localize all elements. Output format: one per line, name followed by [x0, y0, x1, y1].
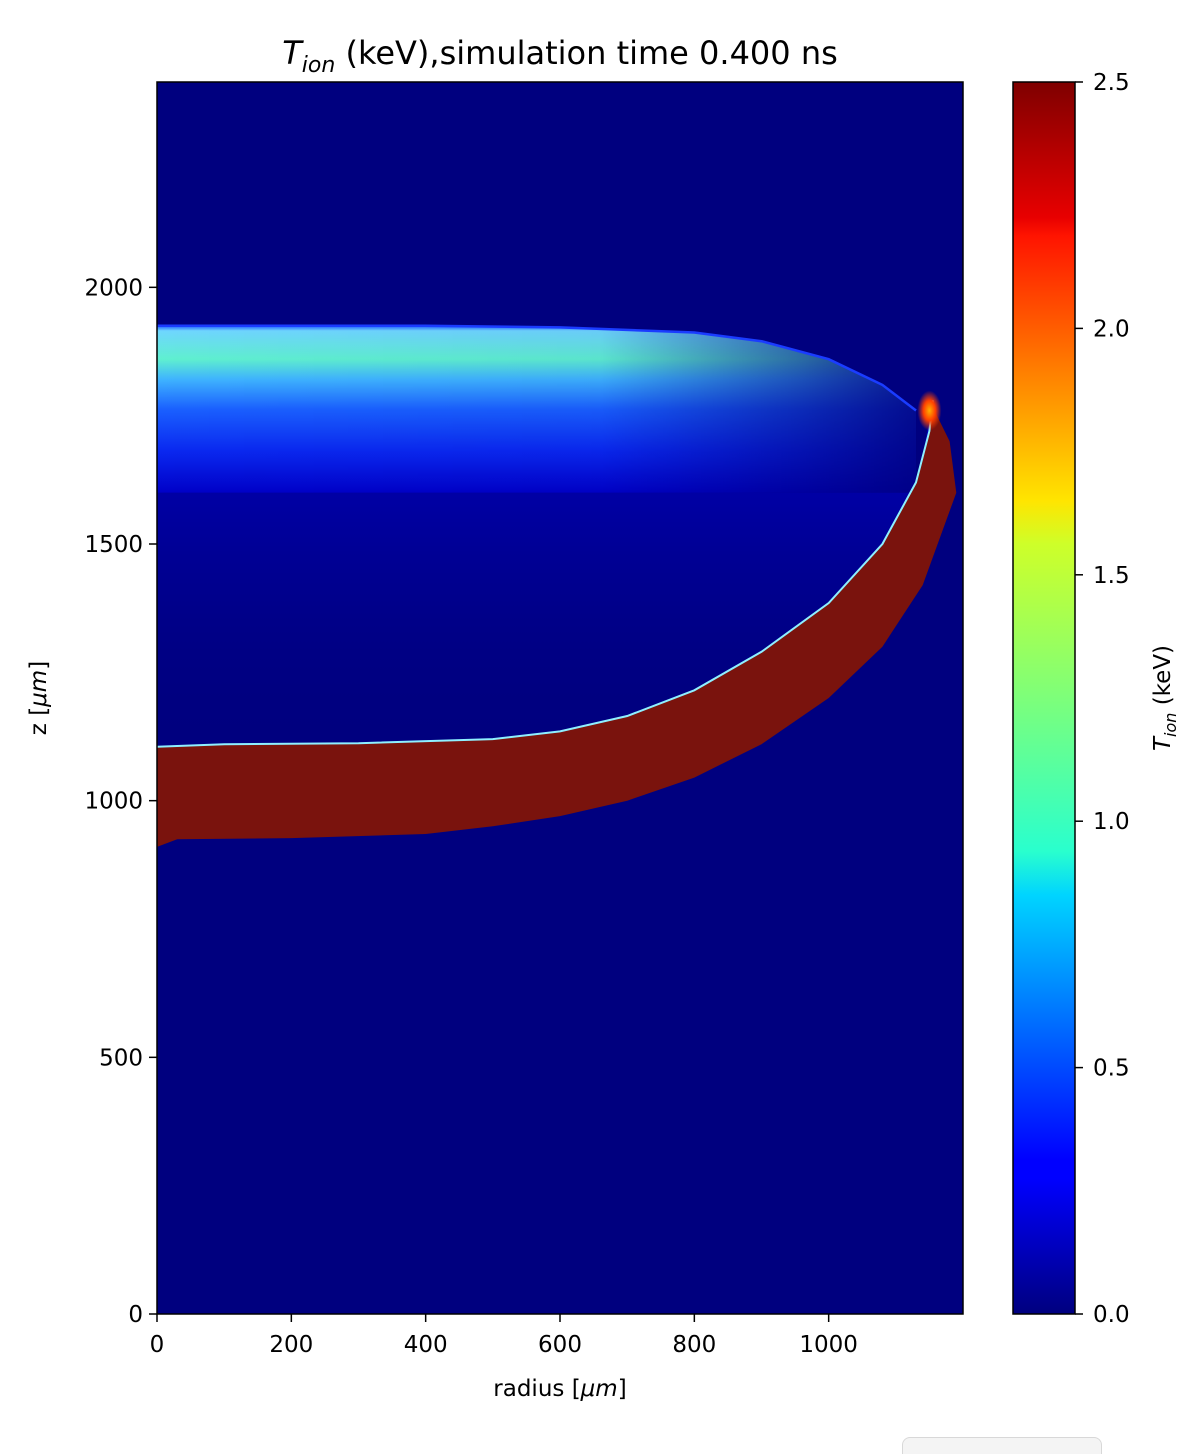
colorbar-tick-label: 1.0 — [1093, 809, 1130, 835]
warm-cap-group — [157, 325, 916, 493]
heatmap-shell-rim — [157, 400, 934, 748]
title-rest: (keV),simulation time 0.400 ns — [335, 34, 837, 72]
y-tick-label: 1500 — [84, 532, 143, 558]
title-subscript: ion — [302, 53, 336, 78]
x-axis-label: radius [μm] — [493, 1376, 626, 1402]
x-tick-label: 0 — [150, 1332, 165, 1358]
title-symbol: T — [282, 34, 304, 72]
x-tick-label: 400 — [404, 1332, 448, 1358]
x-tick-label: 1000 — [799, 1332, 858, 1358]
colorbar-tick-label: 2.0 — [1093, 316, 1130, 342]
corner-widget — [902, 1437, 1102, 1454]
y-axis-label: z [μm] — [26, 661, 52, 735]
x-tick-label: 200 — [269, 1332, 313, 1358]
x-tick-label: 600 — [538, 1332, 582, 1358]
heatmap-cap-edge — [157, 324, 917, 412]
x-tick-label: 800 — [672, 1332, 716, 1358]
colorbar-label: Tion (keV) — [1150, 645, 1180, 751]
heatmap-under-glow — [157, 400, 933, 747]
colorbar-ticks: 0.0 0.5 1.0 1.5 2.0 2.5 — [1075, 70, 1130, 1328]
colorbar-tick-label: 0.5 — [1093, 1056, 1130, 1082]
y-tick-label: 500 — [99, 1045, 143, 1071]
colorbar-tick-label: 2.5 — [1093, 70, 1130, 96]
heatmap-warm-cap — [157, 325, 916, 493]
y-tick-label: 0 — [128, 1302, 143, 1328]
heatmap-hot-shell — [157, 400, 957, 847]
chart-title: Tion (keV),simulation time 0.400 ns — [282, 34, 838, 78]
x-axis-ticks: 0 200 400 600 800 1000 — [150, 1314, 858, 1358]
y-tick-label: 1000 — [84, 789, 143, 815]
colorbar-tick-label: 0.0 — [1093, 1302, 1130, 1328]
heatmap-hot-spot — [917, 390, 942, 431]
y-tick-label: 2000 — [84, 275, 143, 301]
y-axis-ticks: 0 500 1000 1500 2000 — [84, 275, 157, 1328]
plot-area — [157, 82, 963, 1314]
colorbar — [1012, 81, 1076, 1315]
colorbar-tick-label: 1.5 — [1093, 563, 1130, 589]
